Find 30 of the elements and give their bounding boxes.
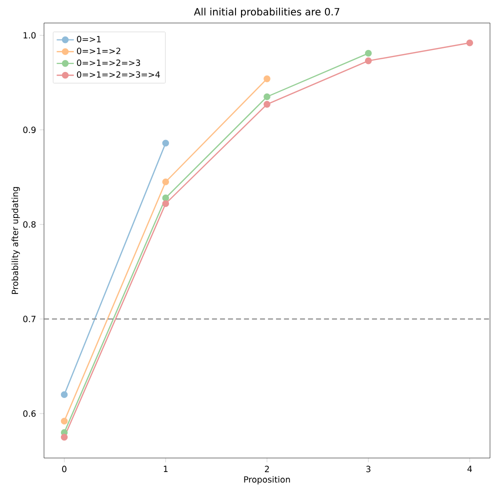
legend-label: 0=>1=>2 — [76, 48, 120, 54]
point — [162, 194, 170, 202]
chart-title: All initial probabilities are 0.7 — [194, 8, 340, 18]
point — [162, 140, 170, 146]
x-tick-label: 0 — [62, 466, 66, 472]
x-tick-label: 4 — [467, 466, 472, 472]
y-tick-label: 0.9 — [23, 126, 36, 134]
point — [264, 93, 270, 100]
point — [60, 434, 68, 441]
x-tick-label: 3 — [366, 466, 370, 472]
y-tick-label: 0.6 — [23, 410, 36, 417]
point — [364, 57, 372, 64]
point — [60, 391, 68, 398]
point — [466, 39, 474, 46]
x-axis-title: Proposition — [244, 476, 290, 484]
point — [264, 100, 270, 108]
legend-label: 0=>1 — [76, 36, 101, 42]
point — [264, 75, 270, 82]
point — [60, 418, 68, 425]
y-axis-title: Probability after updating — [12, 187, 20, 294]
y-tick-label: 0.7 — [23, 316, 36, 322]
point — [162, 178, 170, 186]
y-tick-label: 0.8 — [23, 221, 36, 228]
point — [162, 200, 170, 208]
x-tick-label: 2 — [264, 466, 269, 472]
legend-label: 0=>1=>2=>3=>4 — [76, 71, 160, 78]
x-tick-label: 1 — [164, 466, 168, 472]
point — [364, 50, 372, 57]
legend-label: 0=>1=>2=>3 — [76, 60, 140, 66]
y-tick-label: 1.0 — [24, 32, 36, 39]
